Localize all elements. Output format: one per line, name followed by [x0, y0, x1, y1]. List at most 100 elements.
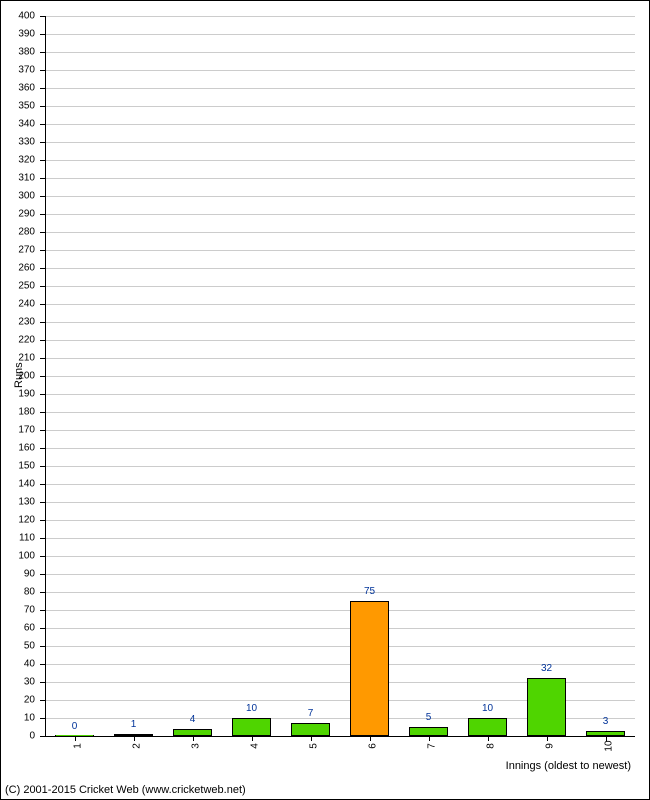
ytick-mark — [40, 88, 45, 89]
ytick-label: 300 — [18, 191, 35, 202]
ytick-mark — [40, 250, 45, 251]
bar — [468, 718, 506, 736]
ytick-mark — [40, 664, 45, 665]
ytick-label: 160 — [18, 443, 35, 454]
bar-value-label: 5 — [426, 712, 432, 723]
ytick-mark — [40, 268, 45, 269]
xtick-label: 4 — [249, 743, 260, 749]
ytick-mark — [40, 34, 45, 35]
xtick-label: 2 — [131, 743, 142, 749]
gridline — [45, 322, 635, 323]
ytick-mark — [40, 142, 45, 143]
gridline — [45, 358, 635, 359]
bar-value-label: 4 — [190, 714, 196, 725]
gridline — [45, 430, 635, 431]
ytick-mark — [40, 196, 45, 197]
gridline — [45, 502, 635, 503]
ytick-label: 200 — [18, 371, 35, 382]
bar — [232, 718, 270, 736]
xtick-label: 7 — [426, 743, 437, 749]
gridline — [45, 70, 635, 71]
ytick-mark — [40, 358, 45, 359]
ytick-label: 150 — [18, 461, 35, 472]
ytick-label: 20 — [24, 695, 35, 706]
gridline — [45, 520, 635, 521]
bar — [350, 601, 388, 736]
ytick-label: 400 — [18, 11, 35, 22]
ytick-label: 280 — [18, 227, 35, 238]
bar-value-label: 1 — [131, 719, 137, 730]
bar-value-label: 75 — [364, 586, 375, 597]
ytick-mark — [40, 448, 45, 449]
ytick-label: 360 — [18, 83, 35, 94]
ytick-mark — [40, 304, 45, 305]
xtick-mark — [311, 736, 312, 741]
ytick-label: 10 — [24, 713, 35, 724]
ytick-mark — [40, 214, 45, 215]
ytick-label: 60 — [24, 623, 35, 634]
gridline — [45, 178, 635, 179]
gridline — [45, 484, 635, 485]
ytick-mark — [40, 322, 45, 323]
ytick-mark — [40, 52, 45, 53]
ytick-mark — [40, 412, 45, 413]
ytick-label: 390 — [18, 29, 35, 40]
ytick-label: 120 — [18, 515, 35, 526]
ytick-mark — [40, 718, 45, 719]
ytick-mark — [40, 538, 45, 539]
xtick-mark — [75, 736, 76, 741]
bar-value-label: 10 — [246, 703, 257, 714]
xtick-label: 3 — [190, 743, 201, 749]
ytick-label: 100 — [18, 551, 35, 562]
gridline — [45, 466, 635, 467]
ytick-label: 190 — [18, 389, 35, 400]
xtick-mark — [429, 736, 430, 741]
bar — [409, 727, 447, 736]
bar-value-label: 0 — [72, 721, 78, 732]
ytick-mark — [40, 106, 45, 107]
ytick-label: 320 — [18, 155, 35, 166]
ytick-label: 0 — [29, 731, 35, 742]
xtick-label: 8 — [485, 743, 496, 749]
gridline — [45, 160, 635, 161]
bar-value-label: 10 — [482, 703, 493, 714]
xtick-mark — [488, 736, 489, 741]
ytick-mark — [40, 520, 45, 521]
ytick-mark — [40, 610, 45, 611]
ytick-label: 310 — [18, 173, 35, 184]
ytick-mark — [40, 628, 45, 629]
gridline — [45, 610, 635, 611]
gridline — [45, 214, 635, 215]
xtick-label: 6 — [367, 743, 378, 749]
ytick-mark — [40, 178, 45, 179]
ytick-label: 40 — [24, 659, 35, 670]
ytick-label: 350 — [18, 101, 35, 112]
gridline — [45, 646, 635, 647]
ytick-label: 260 — [18, 263, 35, 274]
ytick-label: 180 — [18, 407, 35, 418]
gridline — [45, 592, 635, 593]
ytick-mark — [40, 16, 45, 17]
copyright-text: (C) 2001-2015 Cricket Web (www.cricketwe… — [5, 784, 246, 796]
ytick-label: 240 — [18, 299, 35, 310]
gridline — [45, 232, 635, 233]
ytick-mark — [40, 736, 45, 737]
gridline — [45, 394, 635, 395]
bar — [173, 729, 211, 736]
ytick-label: 270 — [18, 245, 35, 256]
xtick-mark — [252, 736, 253, 741]
ytick-mark — [40, 232, 45, 233]
xtick-mark — [370, 736, 371, 741]
bar-value-label: 7 — [308, 708, 314, 719]
ytick-mark — [40, 124, 45, 125]
ytick-label: 110 — [19, 533, 35, 544]
ytick-mark — [40, 466, 45, 467]
gridline — [45, 196, 635, 197]
ytick-mark — [40, 340, 45, 341]
ytick-label: 30 — [24, 677, 35, 688]
gridline — [45, 52, 635, 53]
ytick-label: 50 — [24, 641, 35, 652]
gridline — [45, 340, 635, 341]
gridline — [45, 556, 635, 557]
ytick-mark — [40, 556, 45, 557]
